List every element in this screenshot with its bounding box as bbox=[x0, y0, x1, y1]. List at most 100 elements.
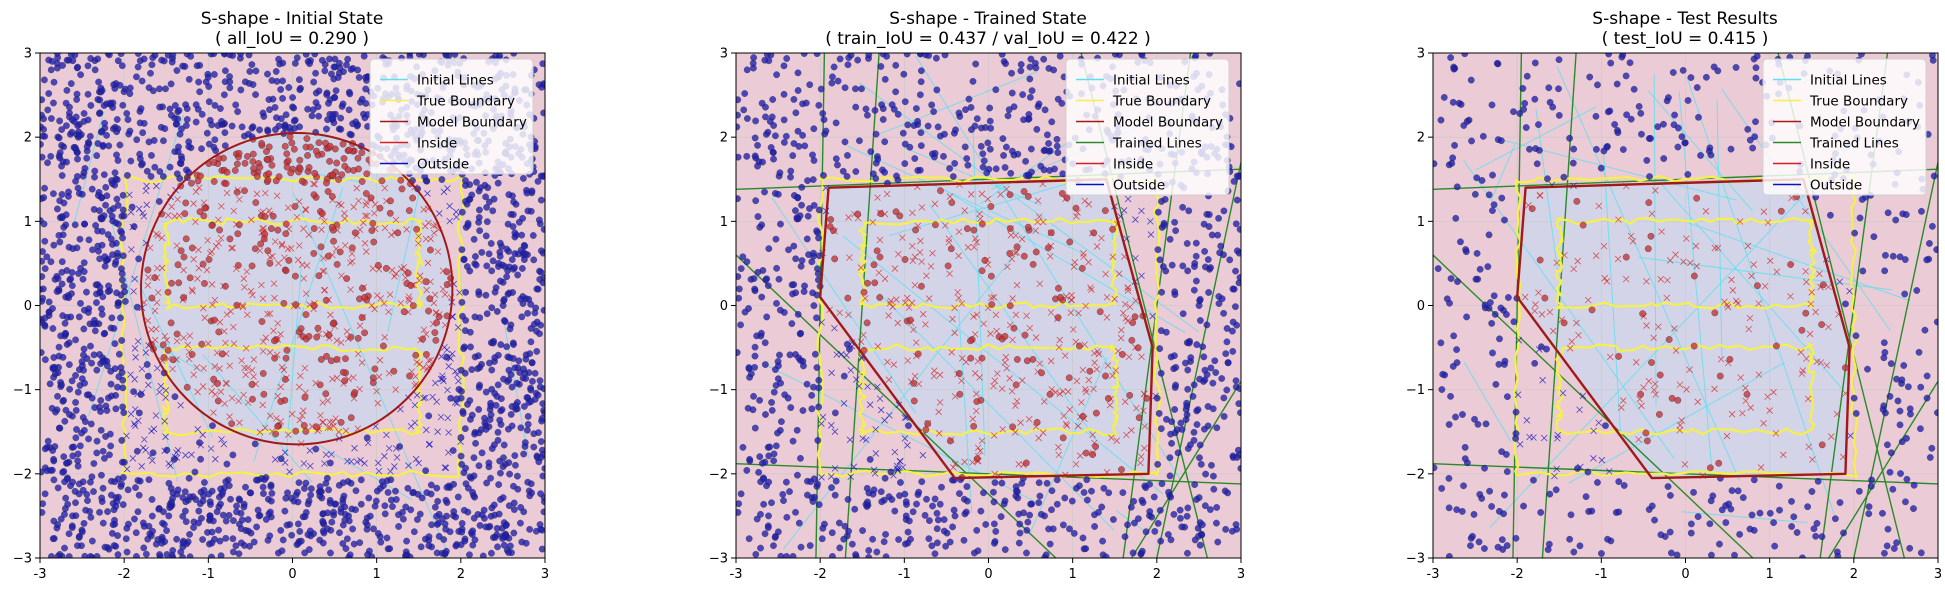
data-point bbox=[815, 101, 823, 109]
data-point bbox=[813, 314, 820, 322]
data-point bbox=[1498, 194, 1506, 202]
data-point bbox=[370, 525, 377, 533]
data-point bbox=[798, 257, 806, 264]
data-point bbox=[828, 484, 835, 491]
data-point bbox=[234, 262, 242, 269]
data-point bbox=[54, 275, 62, 282]
data-point bbox=[937, 187, 944, 195]
data-point bbox=[98, 227, 106, 235]
data-point bbox=[789, 152, 797, 159]
data-point bbox=[346, 130, 354, 138]
data-point bbox=[111, 169, 119, 177]
data-point bbox=[223, 168, 231, 176]
cross-point bbox=[1606, 353, 1614, 361]
data-point bbox=[792, 255, 800, 263]
cross-point bbox=[374, 399, 382, 407]
data-point bbox=[41, 322, 49, 330]
cross-point bbox=[999, 425, 1006, 433]
data-point bbox=[40, 125, 48, 133]
data-point bbox=[1204, 256, 1212, 263]
data-point bbox=[168, 551, 176, 558]
data-point bbox=[911, 155, 919, 162]
data-point bbox=[1214, 538, 1222, 546]
cross-point bbox=[356, 322, 364, 329]
cross-point bbox=[1090, 385, 1097, 393]
cross-point bbox=[216, 318, 224, 326]
data-point bbox=[475, 352, 482, 360]
data-point bbox=[783, 478, 790, 486]
data-point bbox=[963, 497, 971, 505]
cross-point bbox=[385, 445, 393, 452]
data-point bbox=[1752, 118, 1759, 126]
data-point bbox=[117, 314, 124, 322]
data-point bbox=[1804, 53, 1811, 60]
data-point bbox=[296, 528, 304, 535]
data-point bbox=[354, 154, 362, 162]
data-point bbox=[895, 536, 903, 543]
data-point bbox=[133, 73, 140, 81]
data-point bbox=[211, 136, 219, 144]
data-point bbox=[199, 260, 207, 268]
cross-point bbox=[1041, 398, 1048, 405]
data-point bbox=[1082, 449, 1090, 457]
cross-point bbox=[1717, 355, 1725, 363]
data-point bbox=[387, 197, 394, 205]
data-point bbox=[527, 386, 535, 394]
data-point bbox=[815, 501, 823, 509]
data-point bbox=[488, 304, 496, 312]
data-point bbox=[1233, 454, 1241, 461]
data-point bbox=[173, 330, 181, 338]
data-point bbox=[503, 273, 511, 281]
data-point bbox=[325, 331, 333, 339]
true-boundary bbox=[161, 216, 425, 312]
cross-point bbox=[415, 233, 422, 240]
data-point bbox=[978, 354, 986, 362]
cross-point bbox=[266, 254, 274, 261]
data-point bbox=[1481, 545, 1488, 552]
data-point bbox=[764, 128, 772, 136]
data-point bbox=[912, 226, 919, 234]
data-point bbox=[175, 279, 183, 287]
data-point bbox=[1475, 538, 1483, 546]
data-point bbox=[793, 426, 801, 434]
cross-point bbox=[153, 299, 161, 306]
cross-point bbox=[1766, 407, 1773, 414]
data-point bbox=[1450, 65, 1458, 73]
data-point bbox=[349, 525, 357, 533]
cross-point bbox=[227, 308, 235, 315]
chart-subtitle: ( test_IoU = 0.415 ) bbox=[1602, 29, 1769, 49]
data-point bbox=[205, 98, 213, 106]
data-point bbox=[151, 163, 159, 171]
data-point bbox=[1191, 259, 1199, 267]
data-point bbox=[518, 313, 526, 321]
cross-point bbox=[300, 407, 307, 414]
data-point bbox=[118, 270, 126, 278]
data-point bbox=[1131, 519, 1138, 527]
cross-point bbox=[845, 311, 852, 319]
data-point bbox=[1118, 466, 1125, 473]
data-point bbox=[1001, 332, 1009, 340]
data-point bbox=[443, 353, 451, 361]
cross-point bbox=[130, 420, 138, 428]
data-point bbox=[248, 61, 256, 68]
data-point bbox=[1196, 317, 1204, 324]
data-point bbox=[1526, 145, 1533, 153]
data-point bbox=[1886, 393, 1894, 400]
cross-point bbox=[1744, 242, 1752, 250]
data-point bbox=[358, 178, 366, 185]
data-point bbox=[496, 252, 504, 260]
data-point bbox=[108, 314, 116, 322]
cross-point bbox=[1012, 311, 1020, 319]
data-point bbox=[307, 485, 315, 493]
cross-point bbox=[278, 240, 286, 248]
data-point bbox=[761, 56, 769, 64]
data-point bbox=[196, 61, 204, 69]
data-point bbox=[1512, 534, 1520, 542]
data-point bbox=[1605, 53, 1613, 58]
cross-point bbox=[1052, 389, 1059, 396]
data-point bbox=[1124, 521, 1131, 529]
data-point bbox=[58, 213, 66, 220]
data-point bbox=[1187, 354, 1195, 362]
data-point bbox=[530, 256, 538, 264]
cross-point bbox=[1123, 235, 1130, 243]
